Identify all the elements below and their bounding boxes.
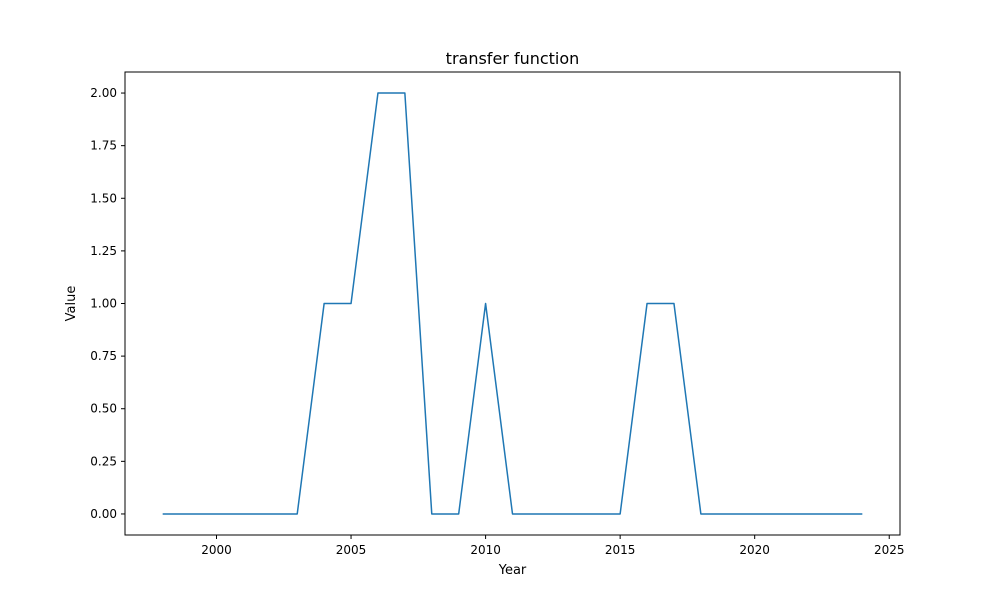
y-tick-label: 1.00	[90, 297, 117, 311]
y-tick-label: 1.25	[90, 244, 117, 258]
x-tick-label: 2025	[874, 543, 905, 557]
x-tick-label: 2005	[336, 543, 367, 557]
x-tick-label: 2015	[605, 543, 636, 557]
y-tick-label: 1.75	[90, 139, 117, 153]
y-tick-label: 0.00	[90, 507, 117, 521]
y-tick-label: 0.25	[90, 454, 117, 468]
y-axis-label: Value	[64, 286, 79, 322]
chart-title: transfer function	[446, 49, 580, 68]
y-tick-label: 1.50	[90, 191, 117, 205]
x-tick-label: 2000	[201, 543, 232, 557]
y-tick-label: 2.00	[90, 86, 117, 100]
y-tick-label: 0.75	[90, 349, 117, 363]
y-tick-label: 0.50	[90, 402, 117, 416]
x-tick-label: 2020	[739, 543, 770, 557]
x-axis-label: Year	[498, 563, 527, 578]
x-tick-label: 2010	[470, 543, 501, 557]
